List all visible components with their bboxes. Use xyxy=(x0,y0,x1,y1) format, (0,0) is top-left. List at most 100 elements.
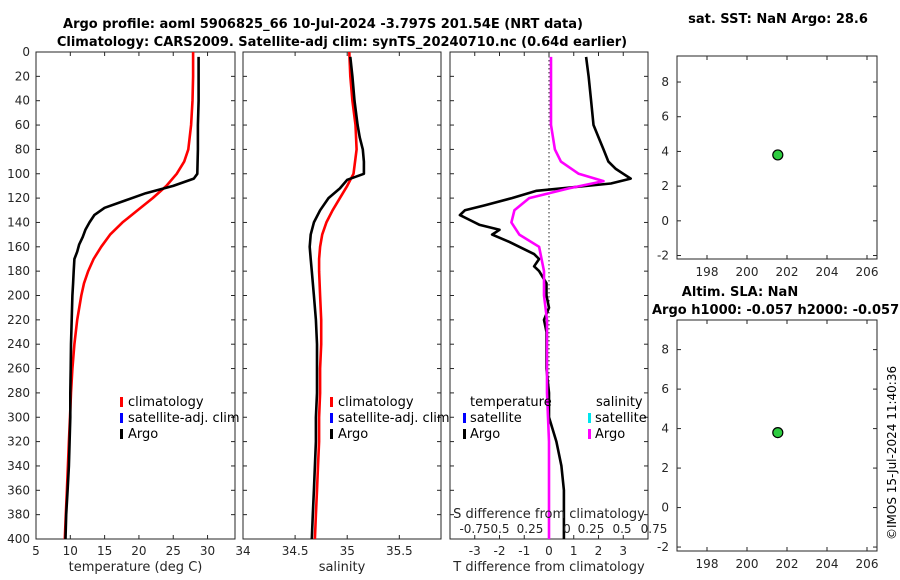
sst-profile-marker xyxy=(772,149,784,161)
sla-xtick-label: 202 xyxy=(776,557,799,571)
temperature-legend-swatch xyxy=(120,429,123,439)
depth-tick-label: 120 xyxy=(7,191,30,205)
sst-panel: 198 200 202 204 206 -2 0 2 4 6 8 xyxy=(657,55,879,279)
depth-tick-label: 400 xyxy=(7,532,30,546)
difference-xtick-label: 2 xyxy=(595,544,603,558)
sla-xtick-label: 198 xyxy=(696,557,719,571)
temperature-xtick-label: 5 xyxy=(32,544,40,558)
salinity-legend-swatch xyxy=(330,397,333,407)
difference-legend-s-label: satellite xyxy=(595,411,647,426)
sst-xtick-label: 198 xyxy=(696,265,719,279)
difference-x-label: T difference from climatology xyxy=(452,560,645,575)
difference-legend-t-swatch xyxy=(463,429,466,439)
sla-ytick-label: 8 xyxy=(661,343,669,357)
depth-tick-label: 300 xyxy=(7,410,30,424)
difference-xtick-label: 3 xyxy=(619,544,627,558)
temperature-xtick-label: 15 xyxy=(97,544,112,558)
sst-ytick-label: -2 xyxy=(657,249,669,263)
salinity-xtick-label: 34 xyxy=(235,544,250,558)
sla-panel-title-line1: Altim. SLA: NaN xyxy=(682,285,798,300)
difference-xtick-label: 0 xyxy=(545,544,553,558)
sst-ytick-label: 8 xyxy=(661,75,669,89)
salinity-xtick-label: 35 xyxy=(340,544,355,558)
temperature-legend-label: satellite-adj. clim xyxy=(128,411,240,426)
salinity-axes-box xyxy=(242,51,442,540)
depth-tick-label: 240 xyxy=(7,337,30,351)
salinity-xtick-label: 34.5 xyxy=(282,544,309,558)
salinity-legend-label: climatology xyxy=(338,395,414,410)
temperature-legend-swatch xyxy=(120,413,123,423)
difference-s-tick-label: 0.5 xyxy=(612,522,631,536)
sla-ytick-label: -2 xyxy=(657,540,669,554)
temperature-panel: 5 10 15 20 25 3002040608010012014016018020022… xyxy=(7,45,240,575)
sst-ytick-label: 0 xyxy=(661,214,669,228)
difference-legend-t-swatch xyxy=(463,413,466,423)
difference-legend-s-swatch xyxy=(588,429,591,439)
sla-panel-title-line2: Argo h1000: -0.057 h2000: -0.057 xyxy=(652,303,899,318)
depth-tick-label: 100 xyxy=(7,167,30,181)
difference-s-tick-label: 0.25 xyxy=(517,522,544,536)
sla-panel: 198 200 202 204 206 -2 0 2 4 6 8 xyxy=(657,319,879,571)
depth-tick-label: 60 xyxy=(15,118,30,132)
depth-tick-label: 260 xyxy=(7,362,30,376)
temperature-legend-label: Argo xyxy=(128,427,158,442)
salinity-legend-label: satellite-adj. clim xyxy=(338,411,450,426)
figure-title-line1: Argo profile: aoml 5906825_66 10-Jul-202… xyxy=(63,17,583,32)
temperature-xtick-label: 25 xyxy=(166,544,181,558)
temperature-legend-label: climatology xyxy=(128,395,204,410)
salinity-legend-swatch xyxy=(330,429,333,439)
temperature-axes-box xyxy=(35,51,236,540)
salinity-panel: 34 34.5 35 35.5 salinity climatologysatellite… xyxy=(235,51,450,575)
depth-tick-label: 360 xyxy=(7,483,30,497)
depth-tick-label: 200 xyxy=(7,289,30,303)
difference-legend-t-label: Argo xyxy=(470,427,500,442)
difference-xtick-label: 1 xyxy=(570,544,578,558)
depth-tick-label: 20 xyxy=(15,69,30,83)
salinity-legend-label: Argo xyxy=(338,427,368,442)
difference-panel: -3 -2 -1 0 1 2 3 T difference from climatology t… xyxy=(449,51,668,575)
depth-tick-label: 80 xyxy=(15,142,30,156)
difference-s-tick-label: 0.25 xyxy=(578,522,605,536)
temperature-legend-swatch xyxy=(120,397,123,407)
difference-legend-s-label: Argo xyxy=(595,427,625,442)
difference-xtick-label: -3 xyxy=(469,544,481,558)
sst-xtick-label: 200 xyxy=(736,265,759,279)
sla-xtick-label: 206 xyxy=(856,557,879,571)
sst-xtick-label: 206 xyxy=(856,265,879,279)
sla-xtick-label: 204 xyxy=(816,557,839,571)
difference-legend-t-label: satellite xyxy=(470,411,522,426)
difference-legend-temperature-title: temperature xyxy=(470,395,552,410)
salinity-legend-swatch xyxy=(330,413,333,423)
salinity-xtick-label: 35.5 xyxy=(386,544,413,558)
salinity-series-argo xyxy=(308,56,366,540)
difference-s-tick-label: 0.75 xyxy=(641,522,668,536)
sla-ytick-label: 0 xyxy=(661,501,669,515)
depth-tick-label: 280 xyxy=(7,386,30,400)
sla-ytick-label: 4 xyxy=(661,422,669,436)
depth-tick-label: 380 xyxy=(7,508,30,522)
sst-ytick-label: 2 xyxy=(661,179,669,193)
figure-title-line2: Climatology: CARS2009. Satellite-adj cli… xyxy=(57,35,627,50)
depth-tick-label: 180 xyxy=(7,264,30,278)
difference-s-tick-label: 0.5 xyxy=(490,522,509,536)
difference-s-tick-label: 0 xyxy=(563,522,571,536)
difference-s-tick-label: -0.75 xyxy=(459,522,490,536)
difference-xtick-label: -1 xyxy=(518,544,530,558)
depth-tick-label: 220 xyxy=(7,313,30,327)
temperature-series-argo xyxy=(64,56,200,540)
temperature-x-label: temperature (deg C) xyxy=(69,560,203,575)
depth-tick-label: 160 xyxy=(7,240,30,254)
depth-tick-label: 140 xyxy=(7,215,30,229)
temperature-xtick-label: 30 xyxy=(200,544,215,558)
difference-series-s-difference-argo xyxy=(510,56,605,539)
sla-xtick-label: 200 xyxy=(736,557,759,571)
difference-legend-s-swatch xyxy=(588,413,591,423)
sst-panel-title: sat. SST: NaN Argo: 28.6 xyxy=(688,12,868,27)
depth-tick-label: 320 xyxy=(7,435,30,449)
difference-legend-salinity-title: salinity xyxy=(596,395,643,410)
sst-xtick-label: 204 xyxy=(816,265,839,279)
difference-xtick-label: -2 xyxy=(494,544,506,558)
salinity-x-label: salinity xyxy=(319,560,366,575)
difference-s-axis-label: S difference from climatology xyxy=(453,507,645,522)
